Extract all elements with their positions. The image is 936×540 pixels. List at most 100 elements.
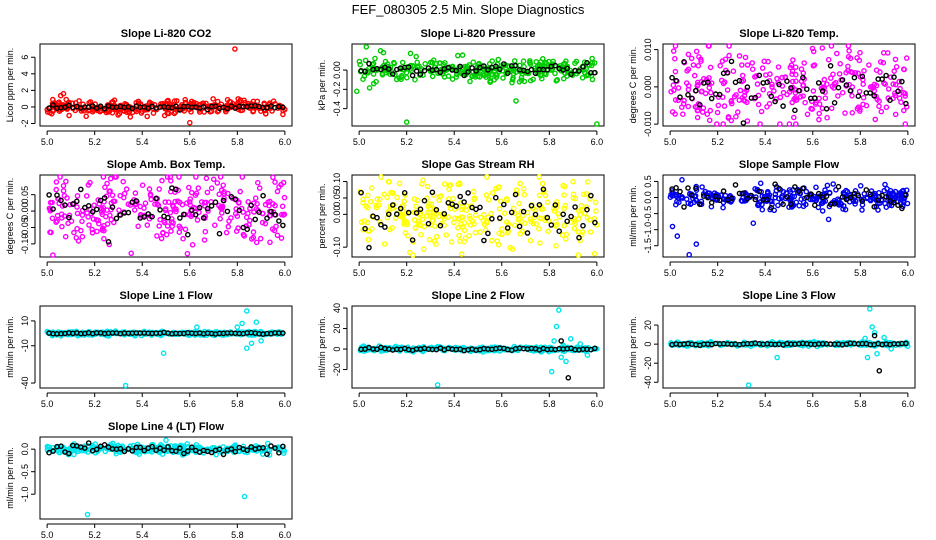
data-point [433, 241, 439, 247]
data-point [562, 183, 568, 190]
data-point [280, 330, 286, 336]
data-point [185, 184, 192, 191]
data-point [496, 205, 503, 212]
data-point [730, 68, 737, 74]
data-point [892, 111, 899, 118]
data-point [421, 67, 428, 74]
panel-title: Slope Line 3 Flow [743, 290, 836, 302]
data-point [866, 62, 872, 68]
data-point [456, 232, 462, 239]
y-tick-label: 20 [332, 324, 342, 334]
data-point [276, 218, 282, 224]
data-point [901, 198, 907, 204]
data-point [567, 335, 574, 342]
data-point [689, 192, 695, 198]
data-point [167, 209, 174, 216]
data-point [445, 64, 452, 71]
data-point [882, 200, 888, 207]
data-point [842, 206, 849, 213]
data-point [548, 368, 555, 375]
data-point [144, 448, 150, 454]
data-point [726, 52, 732, 59]
y-tick-label: 4 [20, 71, 30, 76]
data-point [855, 70, 862, 77]
data-point [418, 231, 424, 238]
data-point [733, 113, 739, 120]
data-point [194, 217, 201, 223]
data-point [281, 211, 288, 218]
data-point [121, 448, 128, 455]
data-point [78, 186, 84, 193]
data-point [878, 108, 885, 115]
y-tick-label: 0.00 [332, 61, 342, 79]
data-point [891, 68, 898, 74]
series-slopes [669, 332, 909, 374]
data-point [788, 62, 795, 68]
data-point [94, 228, 100, 235]
data-point [269, 108, 275, 114]
data-point [717, 62, 724, 69]
data-point [572, 204, 578, 210]
data-point [852, 187, 859, 194]
data-point [735, 109, 741, 115]
data-point [259, 219, 266, 226]
data-point [571, 225, 578, 232]
data-point [63, 96, 69, 103]
data-point [402, 230, 409, 236]
data-point [488, 237, 495, 244]
data-point [836, 71, 843, 77]
data-point [74, 210, 81, 217]
data-point [280, 104, 286, 111]
data-point [808, 98, 815, 105]
data-point [726, 43, 732, 49]
data-point [699, 184, 705, 190]
data-point [192, 192, 199, 198]
x-tick-label: 5.8 [543, 137, 556, 147]
y-tick-label: -20 [332, 363, 342, 376]
data-point [881, 334, 887, 341]
data-point [565, 374, 572, 381]
data-point [105, 238, 112, 245]
data-point [681, 97, 687, 104]
data-point [798, 196, 805, 202]
data-point [673, 184, 679, 191]
data-point [524, 230, 531, 236]
y-tick-label: -40 [20, 377, 30, 390]
data-point [204, 106, 211, 113]
data-point [383, 69, 390, 76]
data-point [835, 196, 841, 202]
data-point [744, 84, 751, 90]
data-point [728, 117, 735, 124]
data-point [808, 191, 814, 197]
data-point [712, 193, 719, 200]
data-point [163, 231, 170, 238]
data-point [417, 71, 424, 78]
data-point [417, 222, 424, 228]
data-point [721, 103, 728, 109]
x-tick-label: 5.4 [448, 137, 461, 147]
x-tick-label: 6.0 [591, 137, 604, 147]
data-point [815, 190, 822, 197]
data-point [257, 235, 264, 242]
data-point [399, 59, 406, 66]
data-point [902, 93, 909, 99]
data-point [533, 221, 540, 227]
data-point [208, 449, 215, 456]
data-point [59, 223, 65, 230]
data-point [232, 442, 238, 448]
data-point [141, 205, 147, 211]
data-point [488, 71, 495, 78]
data-point [97, 103, 104, 109]
data-point [669, 188, 675, 194]
data-point [516, 223, 523, 230]
data-point [553, 242, 559, 249]
data-point [774, 354, 780, 361]
data-point [193, 441, 200, 448]
x-tick-label: 5.8 [231, 268, 244, 278]
data-point [183, 200, 190, 206]
chart-panel: Slope Amb. Box Temp. 5.0 5.2 5.4 5.6 5.8 6.0 -0… [5, 159, 293, 278]
data-point [483, 218, 490, 225]
y-axis-label: degrees C per min. [628, 47, 638, 124]
plot-frame [351, 174, 605, 258]
